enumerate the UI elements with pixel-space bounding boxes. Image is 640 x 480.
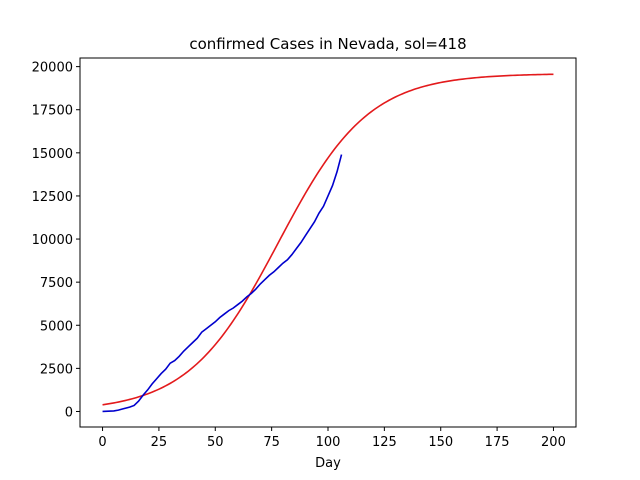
x-tick-label: 75 [263,435,280,450]
y-tick-label: 7500 [40,276,73,291]
series-line-confirmed [102,154,343,413]
y-tick-label: 17500 [32,104,73,119]
y-tick-label: 0 [65,405,73,420]
y-tick-label: 10000 [32,233,73,248]
x-tick-label: 175 [485,435,510,450]
y-axis: 0 2500 5000 7500 10000 12500 15000 17500 20000 [32,61,80,420]
x-tick-label: 100 [316,435,341,450]
x-tick-label: 25 [151,435,168,450]
x-tick-label: 200 [541,435,566,450]
y-tick-label: 12500 [32,190,73,205]
x-axis: 0 25 50 75 100 125 150 175 200 [98,427,566,450]
y-tick-label: 2500 [40,362,73,377]
series-line-fit [102,73,554,406]
y-tick-label: 5000 [40,319,73,334]
x-tick-label: 125 [372,435,397,450]
chart-title: confirmed Cases in Nevada, sol=418 [189,35,466,53]
x-tick-label: 0 [98,435,106,450]
plot-area [102,73,554,413]
y-tick-label: 15000 [32,147,73,162]
x-axis-label: Day [315,456,341,471]
x-tick-label: 150 [428,435,453,450]
y-tick-label: 20000 [32,61,73,76]
x-tick-label: 50 [207,435,224,450]
